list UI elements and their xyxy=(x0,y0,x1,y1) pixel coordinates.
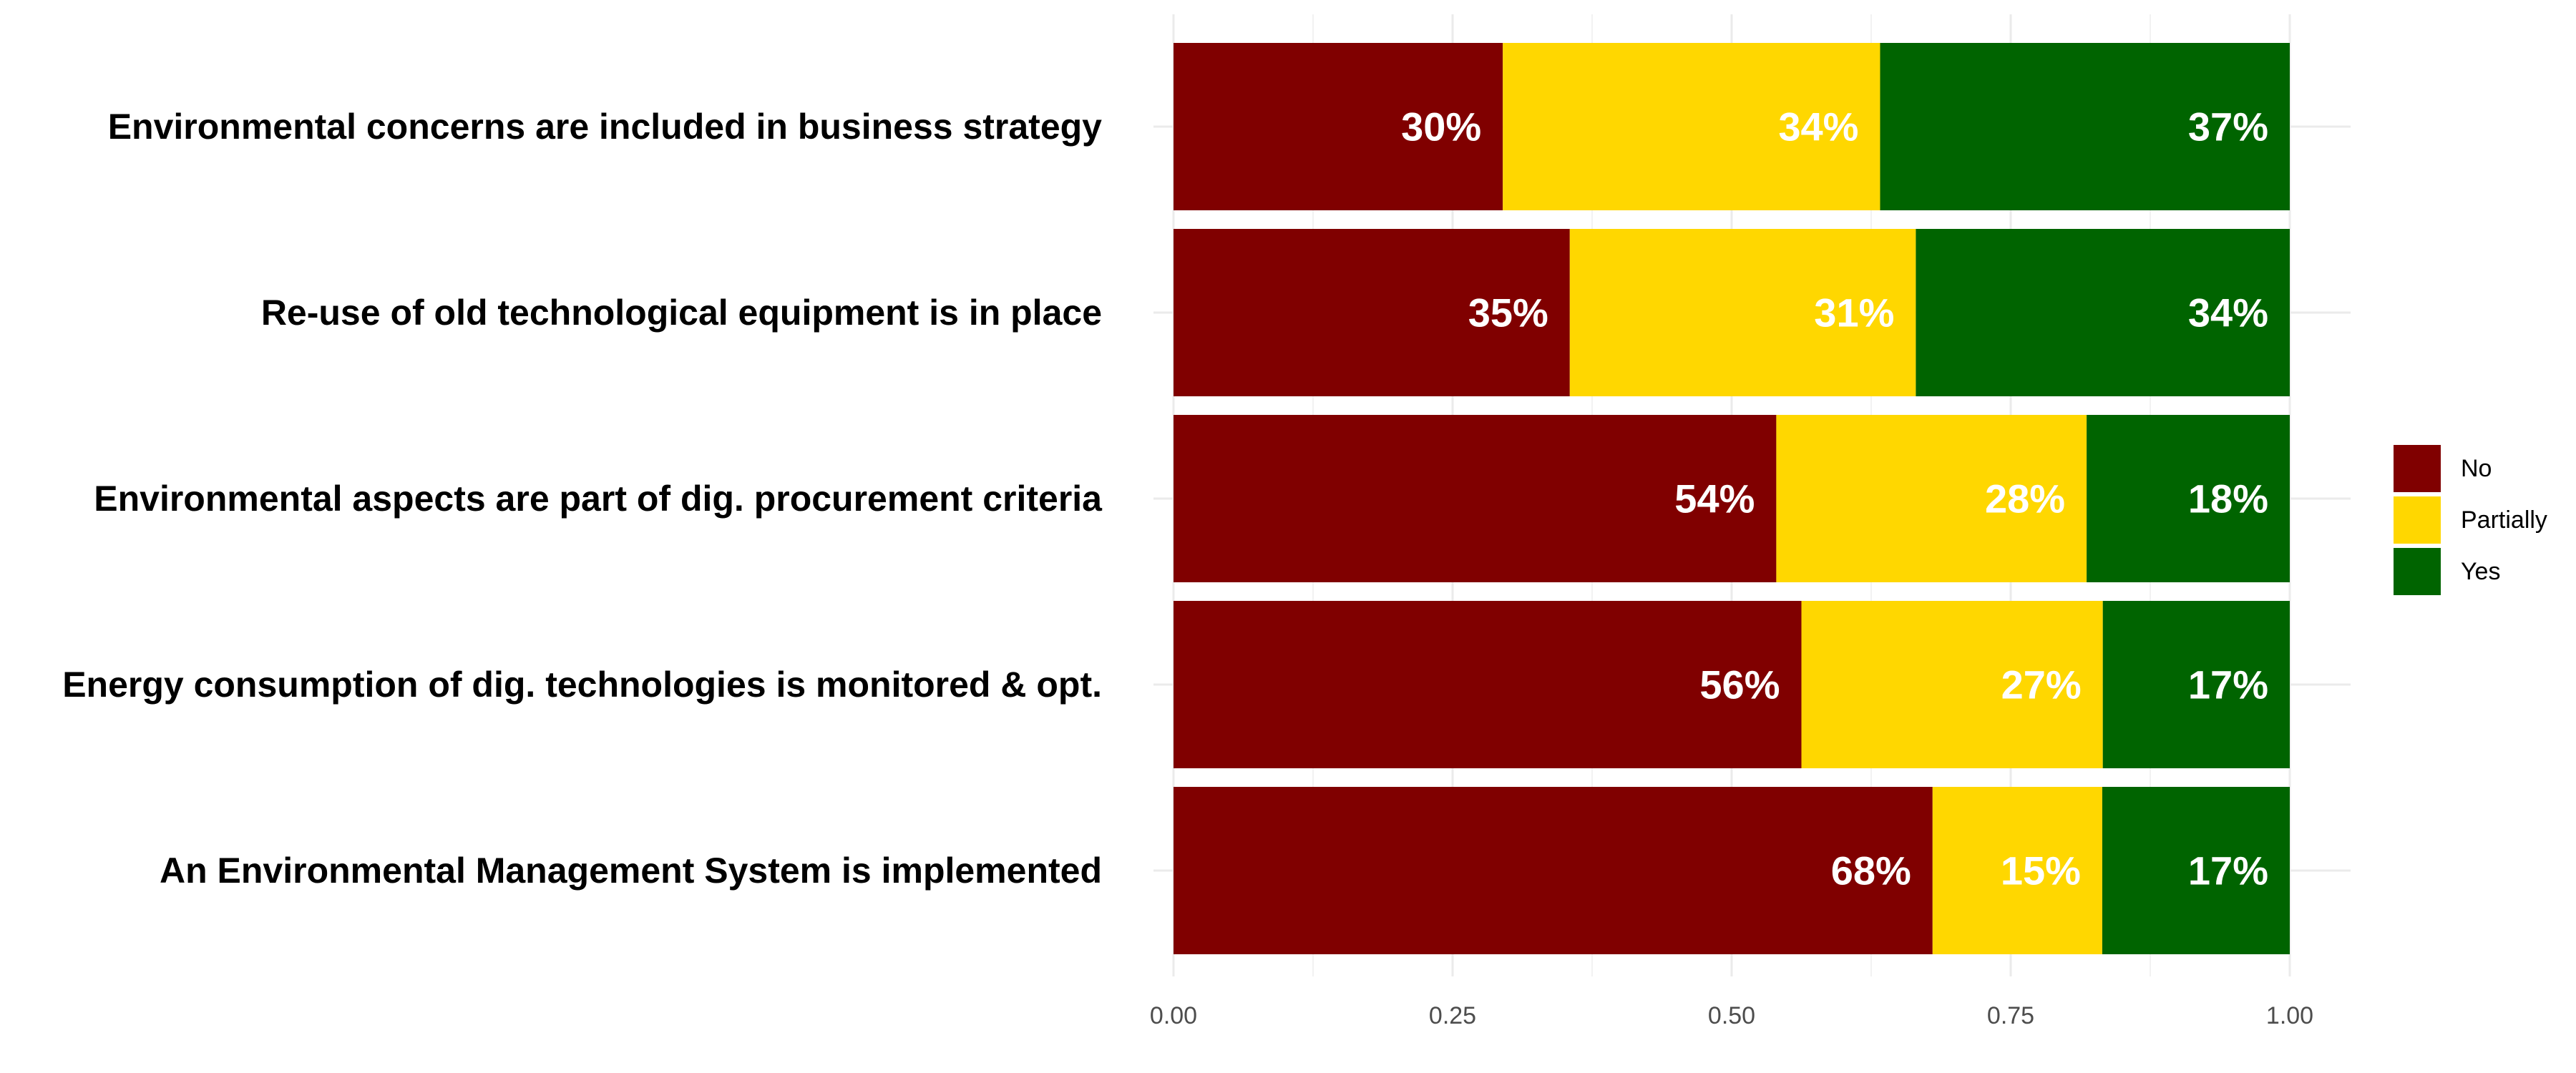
x-tick-label: 0.00 xyxy=(1150,1002,1197,1029)
legend-key-no xyxy=(2394,445,2441,492)
bar-segment-partially xyxy=(1932,787,2102,954)
bar-segment-partially xyxy=(1503,43,1880,210)
x-tick-label: 1.00 xyxy=(2266,1002,2313,1029)
data-label: 37% xyxy=(2188,104,2268,150)
bar-segment-no xyxy=(1174,415,1777,582)
data-label: 34% xyxy=(2188,290,2268,335)
bar-segment-partially xyxy=(1569,229,1916,396)
data-label: 54% xyxy=(1674,476,1755,521)
data-label: 18% xyxy=(2188,476,2268,521)
legend-key-yes xyxy=(2394,548,2441,595)
legend-label: Partially xyxy=(2461,506,2547,534)
bar-segment-no xyxy=(1174,787,1933,954)
x-axis-ticks: 0.00 0.25 0.50 0.75 1.00 xyxy=(1150,1002,2313,1029)
legend-key-partially xyxy=(2394,496,2441,544)
x-tick-label: 0.25 xyxy=(1429,1002,1476,1029)
category-labels: Environmental concerns are included in b… xyxy=(62,107,1103,891)
bar-segment-yes xyxy=(1916,229,2290,396)
category-label: Re-use of old technological equipment is… xyxy=(261,293,1102,333)
bar-segment-yes xyxy=(1880,43,2290,210)
data-label: 27% xyxy=(2001,662,2082,707)
legend-label: No xyxy=(2461,455,2492,482)
data-label: 35% xyxy=(1468,290,1548,335)
data-label: 30% xyxy=(1401,104,1481,150)
category-label: Environmental concerns are included in b… xyxy=(108,107,1102,147)
data-label: 28% xyxy=(1985,476,2065,521)
x-tick-label: 0.75 xyxy=(1987,1002,2034,1029)
bars: 30% 34% 37% 35% 31% 34% 54% 28% 18% 56% 27% 17% 68% 1… xyxy=(1174,43,2290,954)
category-label: Environmental aspects are part of dig. p… xyxy=(94,479,1103,519)
data-label: 56% xyxy=(1699,662,1780,707)
bar-segment-no xyxy=(1174,43,1503,210)
bar-segment-no xyxy=(1174,229,1570,396)
bar-segment-yes xyxy=(2087,415,2290,582)
data-label: 15% xyxy=(2001,848,2081,893)
bar-segment-partially xyxy=(1776,415,2087,582)
bar-segment-yes xyxy=(2102,787,2290,954)
data-label: 31% xyxy=(1814,290,1894,335)
data-label: 34% xyxy=(1778,104,1858,150)
category-label: An Environmental Management System is im… xyxy=(160,851,1102,891)
legend-label: Yes xyxy=(2461,558,2500,585)
x-tick-label: 0.50 xyxy=(1708,1002,1755,1029)
legend: No Partially Yes xyxy=(2394,445,2547,595)
bar-segment-no xyxy=(1174,601,1802,768)
data-label: 17% xyxy=(2188,848,2268,893)
category-label: Energy consumption of dig. technologies … xyxy=(62,665,1102,705)
data-label: 17% xyxy=(2188,662,2268,707)
data-label: 68% xyxy=(1831,848,1911,893)
bar-segment-partially xyxy=(1801,601,2103,768)
bar-segment-yes xyxy=(2102,601,2290,768)
